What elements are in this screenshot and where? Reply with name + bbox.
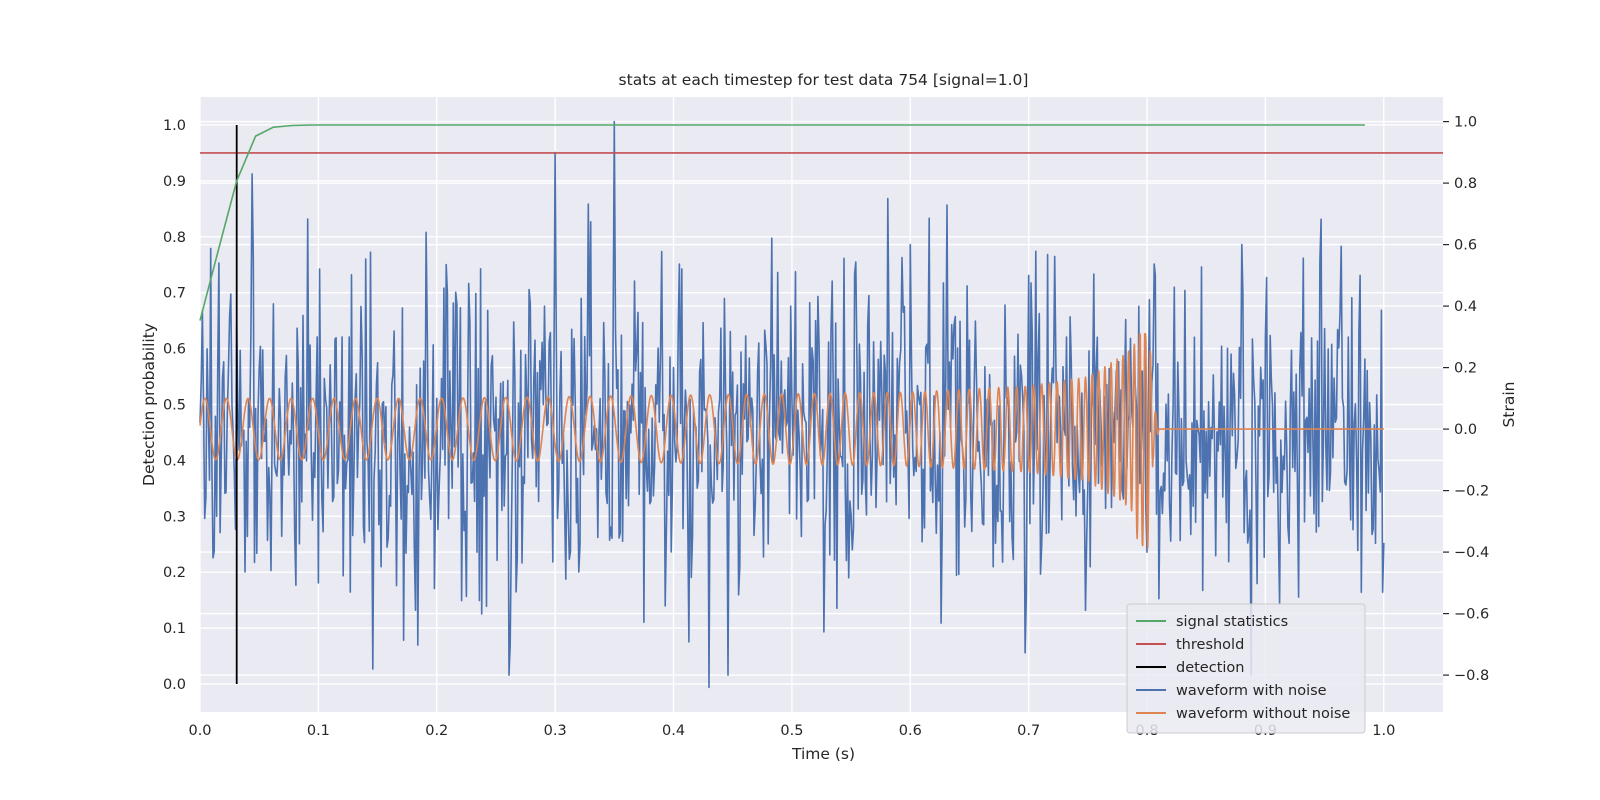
series-signal-statistics — [199, 124, 1365, 321]
y-left-tick-label: 0.7 — [163, 286, 186, 302]
y-left-tick-label: 0.0 — [163, 677, 186, 693]
y-left-tick-label: 0.2 — [163, 565, 186, 581]
legend-item: threshold — [1136, 637, 1244, 653]
legend-item: waveform without noise — [1136, 706, 1350, 722]
y-right-tick-label: −0.8 — [1454, 668, 1489, 684]
y-left-tick-label: 0.6 — [163, 342, 186, 358]
x-tick-label: 0.7 — [1017, 723, 1040, 739]
x-axis-label: Time (s) — [791, 745, 855, 763]
y-left-tick-label: 0.4 — [163, 453, 186, 469]
x-tick-label: 0.5 — [780, 723, 803, 739]
y-right-tick-label: 0.8 — [1454, 176, 1477, 192]
legend-item: detection — [1136, 660, 1244, 676]
legend-label: detection — [1176, 660, 1244, 676]
legend: signal statistics threshold detection wavef… — [1126, 603, 1366, 734]
legend-item: waveform with noise — [1136, 683, 1327, 699]
y-right-tick-label: −0.4 — [1454, 545, 1489, 561]
x-tick-label: 0.3 — [544, 723, 567, 739]
y-left-tick-label: 0.9 — [163, 174, 186, 190]
x-tick-label: 0.4 — [662, 723, 685, 739]
y-left-tick-label: 0.8 — [163, 230, 186, 246]
y-right-tick-label: −0.6 — [1454, 607, 1489, 623]
legend-frame — [1126, 603, 1366, 734]
chart-title: stats at each timestep for test data 754… — [619, 71, 1029, 89]
series-layer — [199, 120, 1443, 689]
y-right-tick-label: 0.6 — [1454, 238, 1477, 254]
y-left-tick-label: 0.5 — [163, 398, 186, 414]
x-tick-label: 0.0 — [188, 723, 211, 739]
y-axis-right-label: Strain — [1500, 382, 1518, 428]
axes-layer: 0.0 0.1 0.2 0.3 0.4 0.5 0.6 0.7 0.8 0.9 1.0 0.0 0.1 0… — [163, 115, 1489, 739]
legend-label: waveform with noise — [1176, 683, 1327, 699]
y-right-tick-label: 0.2 — [1454, 361, 1477, 377]
legend-label: signal statistics — [1176, 614, 1288, 630]
y-left-tick-label: 1.0 — [163, 118, 186, 134]
legend-label: threshold — [1176, 637, 1244, 653]
legend-label: waveform without noise — [1176, 706, 1350, 722]
x-tick-label: 1.0 — [1372, 723, 1395, 739]
legend-item: signal statistics — [1136, 614, 1288, 630]
y-right-tick-label: 0.4 — [1454, 299, 1477, 315]
y-right-tick-label: −0.2 — [1454, 484, 1489, 500]
x-tick-label: 0.6 — [899, 723, 922, 739]
y-right-tick-label: 0.0 — [1454, 422, 1477, 438]
y-left-tick-label: 0.3 — [163, 509, 186, 525]
x-tick-label: 0.1 — [307, 723, 330, 739]
series-waveform-without-noise — [199, 332, 1385, 549]
y-right-tick-label: 1.0 — [1454, 115, 1477, 131]
y-axis-left-label: Detection probability — [140, 323, 158, 486]
x-tick-label: 0.2 — [425, 723, 448, 739]
series-waveform-with-noise — [199, 120, 1385, 689]
y-left-tick-label: 0.1 — [163, 621, 186, 637]
